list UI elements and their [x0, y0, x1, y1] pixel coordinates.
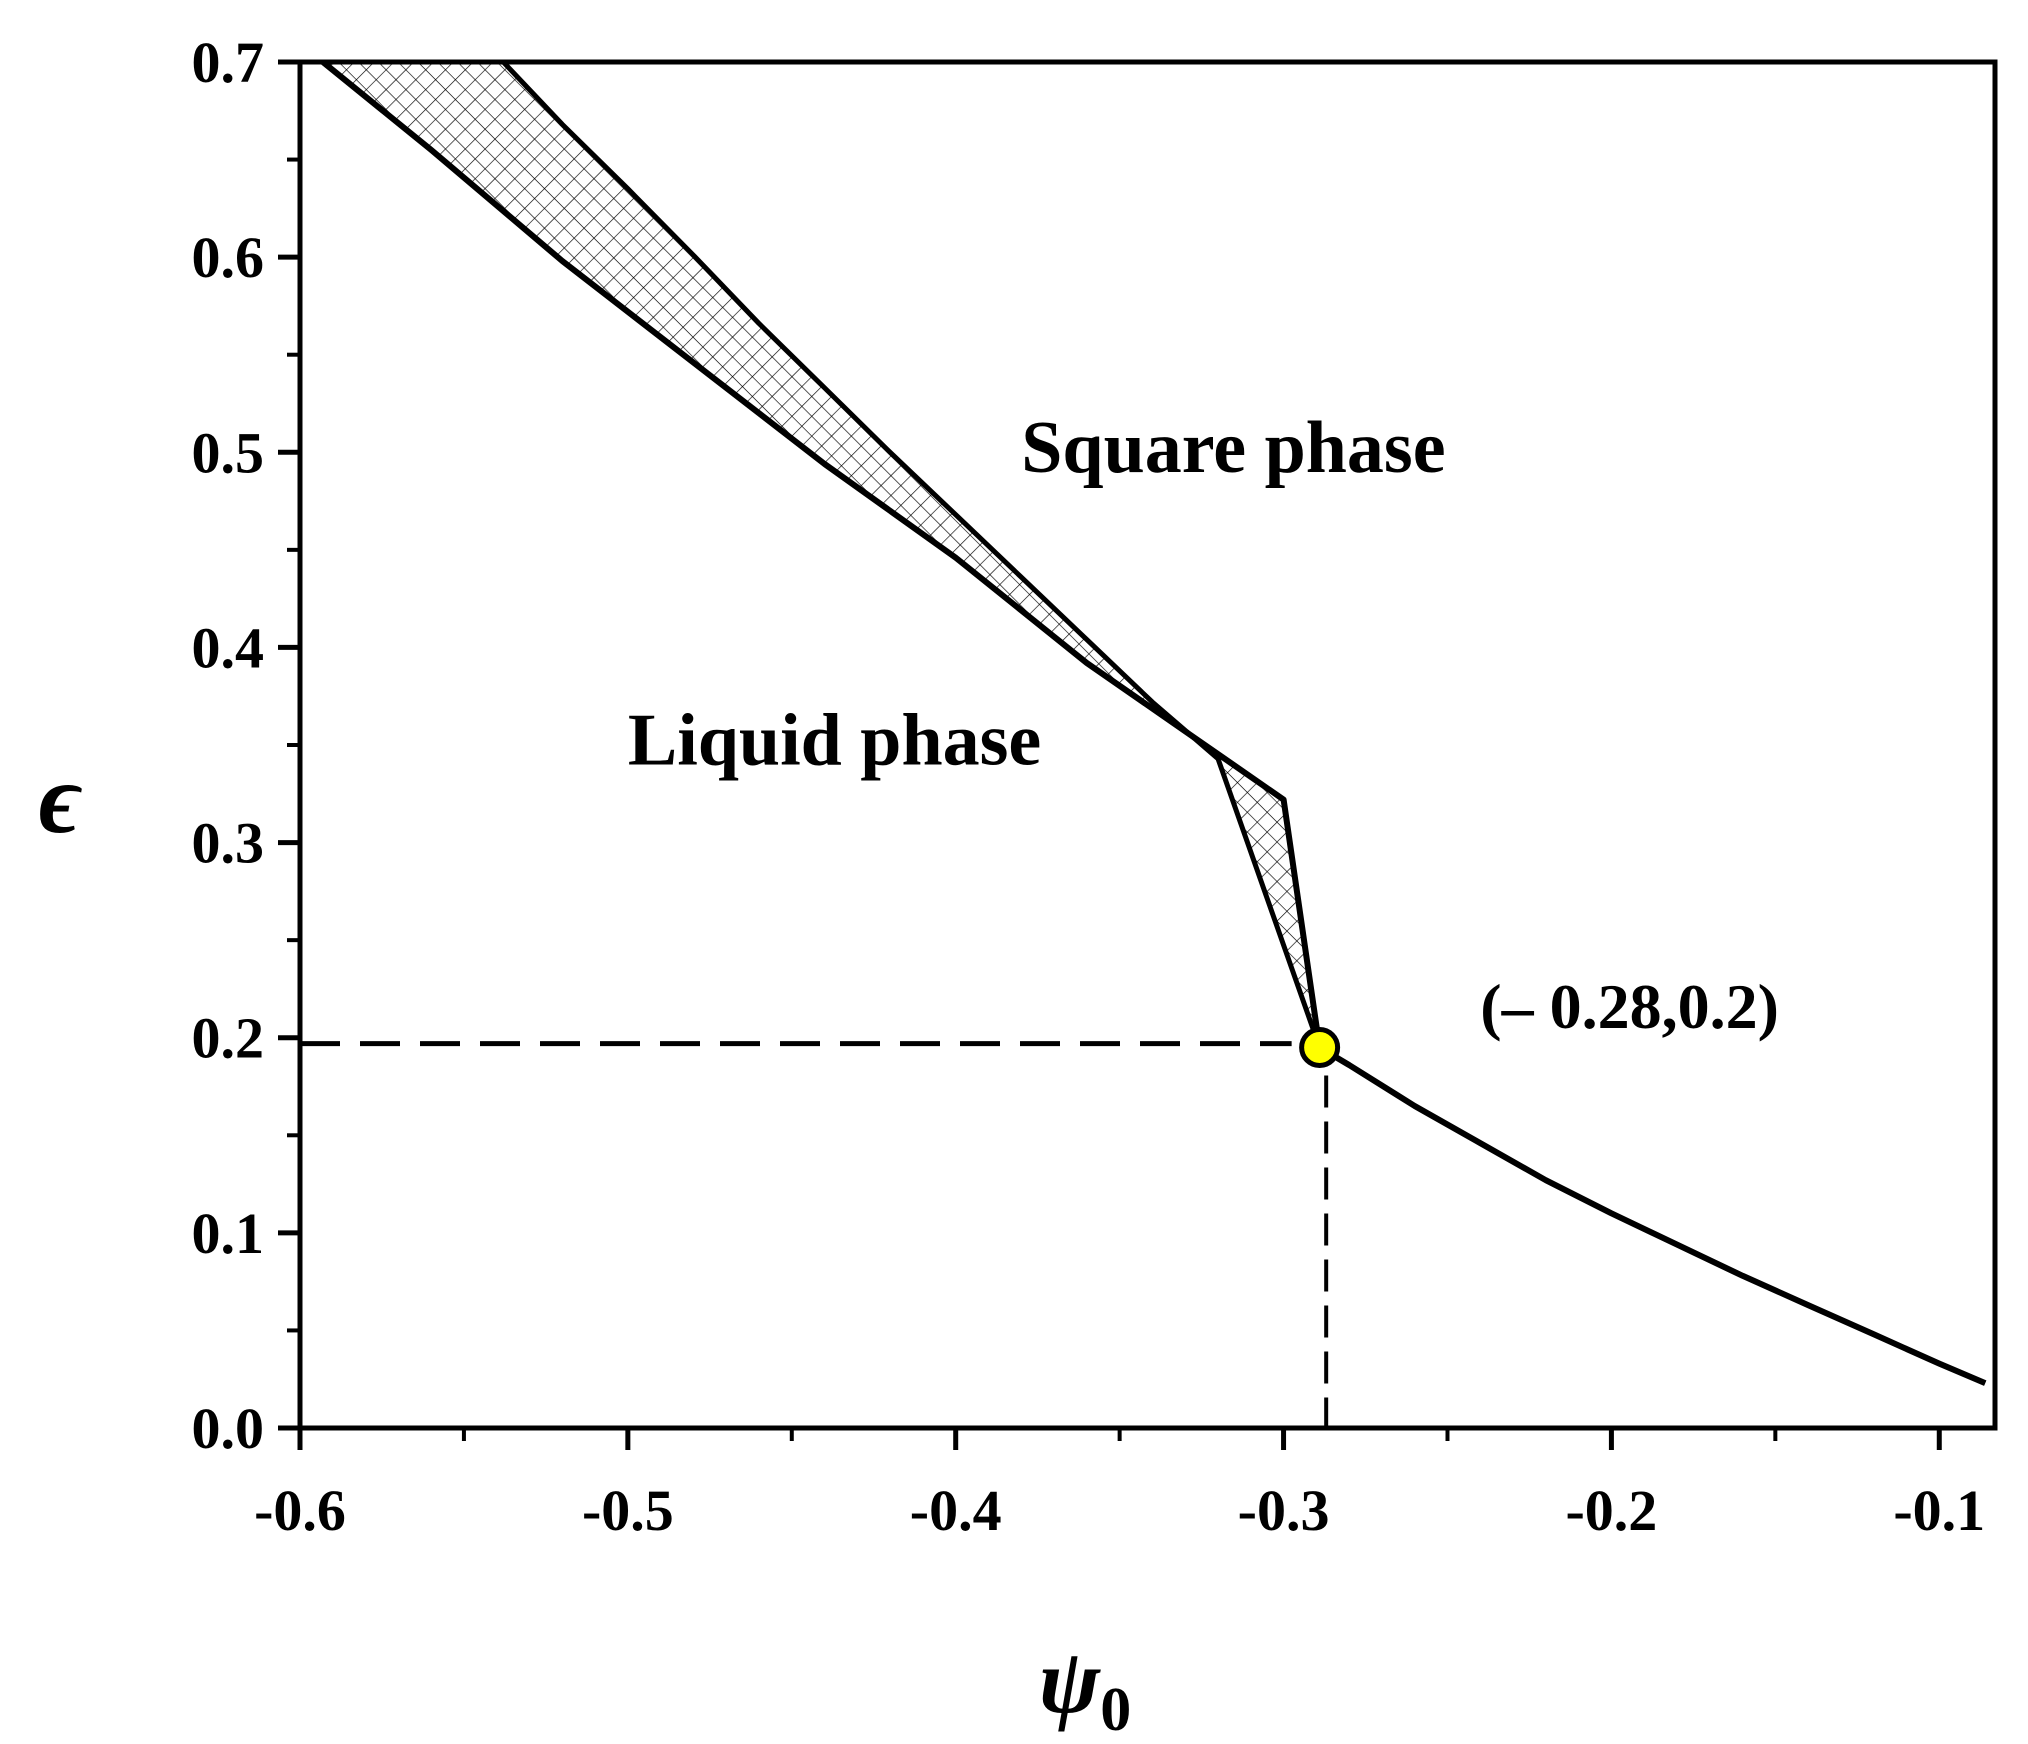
hatched-area: [322, 62, 1320, 1048]
critical-point-marker: [1299, 1026, 1341, 1068]
y-axis-ticks: 0.0 0.1 0.2 0.3 0.4 0.5 0.6 0.7: [192, 30, 300, 1461]
y-tick-label: 0.4: [192, 615, 265, 680]
y-tick-label: 0.6: [192, 225, 265, 290]
x-tick-label: -0.1: [1893, 1478, 1985, 1543]
series-line-upper-boundary: [501, 60, 1987, 1386]
x-tick-label: -0.5: [582, 1478, 674, 1543]
x-tick-label: -0.6: [254, 1478, 346, 1543]
liquid-phase-label: Liquid phase: [628, 700, 1041, 782]
x-tick-label: -0.3: [1238, 1478, 1330, 1543]
x-tick-label: -0.2: [1565, 1478, 1657, 1543]
x-axis-label: ψ0: [1039, 1630, 1131, 1744]
y-tick-label: 0.2: [192, 1006, 265, 1071]
y-tick-label: 0.1: [192, 1201, 265, 1266]
coexistence-hatched-region: [322, 62, 1320, 1048]
plot-frame: [297, 59, 1998, 1431]
marker-layer: [1299, 1026, 1341, 1068]
y-axis-label: ϵ: [38, 743, 82, 854]
y-tick-label: 0.0: [192, 1396, 265, 1461]
x-axis-ticks: -0.6 -0.5 -0.4 -0.3 -0.2 -0.1: [254, 1428, 1985, 1543]
phase-boundary-curves: [321, 59, 1987, 1386]
y-tick-label: 0.3: [192, 811, 265, 876]
square-phase-label: Square phase: [1021, 407, 1445, 489]
dashed-guide-lines: [300, 1041, 1329, 1428]
y-tick-label: 0.7: [192, 30, 265, 95]
critical-point-label: (– 0.28,0.2): [1480, 971, 1779, 1042]
x-axis-label-subscript: 0: [1100, 1676, 1131, 1744]
y-tick-label: 0.5: [192, 420, 265, 485]
x-tick-label: -0.4: [910, 1478, 1002, 1543]
annotations: Square phase Liquid phase (– 0.28,0.2): [628, 407, 1779, 1042]
